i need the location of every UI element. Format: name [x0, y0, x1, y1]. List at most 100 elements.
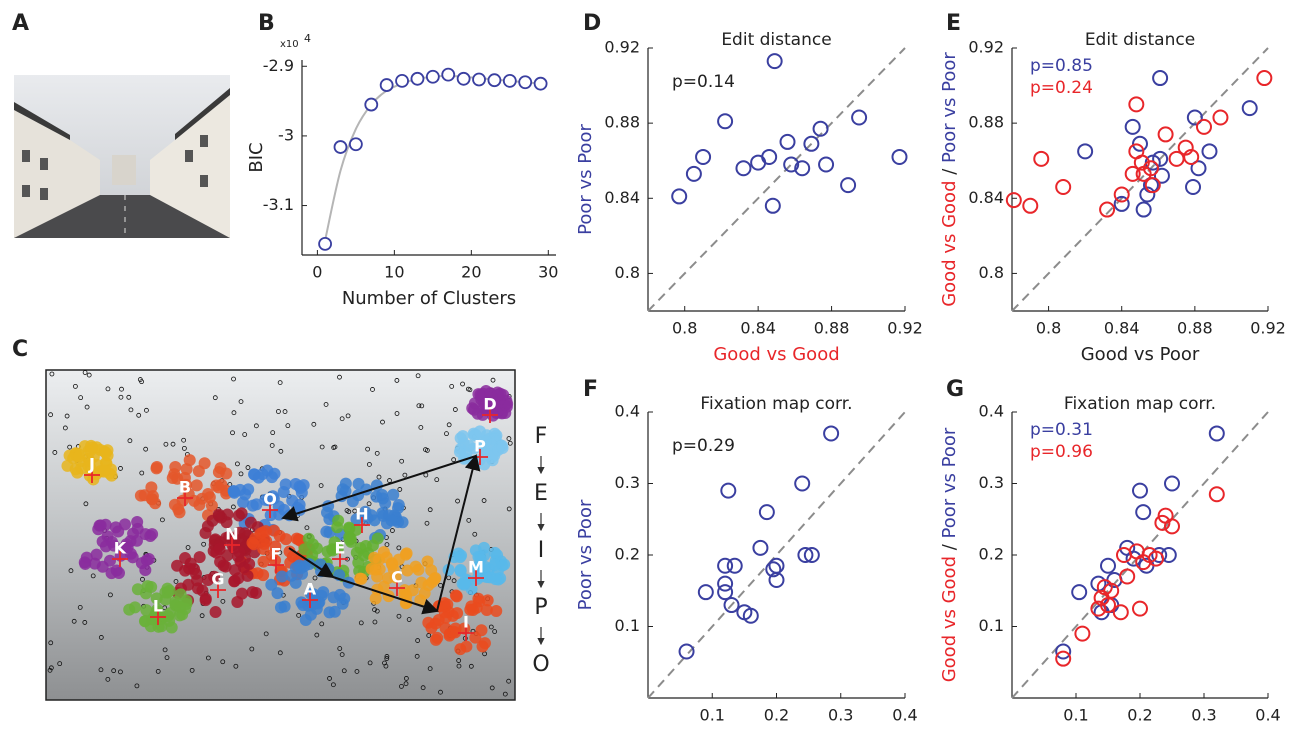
cluster-point: [497, 388, 510, 401]
chart-title: Edit distance: [1085, 30, 1195, 50]
data-point: [783, 156, 800, 173]
fixation-dot: [481, 498, 487, 503]
fixation-dot: [397, 487, 403, 492]
cluster-point: [339, 485, 352, 498]
fixation-dot: [323, 402, 329, 407]
data-point: [518, 75, 533, 90]
data-point: [1208, 486, 1225, 503]
data-point: [1144, 177, 1161, 194]
cluster-point: [232, 509, 245, 522]
fixation-dot: [48, 412, 54, 418]
cluster-point: [212, 508, 225, 521]
data-point: [410, 71, 425, 86]
data-point: [1100, 557, 1116, 574]
fixation-dot: [420, 685, 426, 691]
fixation-dot: [270, 430, 276, 436]
fixation-dot: [490, 377, 496, 383]
data-point: [1124, 165, 1141, 182]
cluster-point: [205, 499, 218, 512]
cluster-point: [472, 388, 485, 401]
data-point: [1148, 550, 1164, 567]
fixation-dot: [67, 444, 73, 450]
data-point: [1186, 109, 1203, 126]
cluster-center: [150, 609, 166, 625]
data-point: [717, 575, 734, 592]
panel-label: C: [12, 337, 28, 362]
y-tick-label: 0.4: [979, 402, 1004, 421]
cluster-point: [237, 561, 250, 574]
cluster-label: F: [271, 545, 282, 564]
fixation-dot: [139, 470, 145, 476]
fixation-dot: [82, 620, 88, 625]
data-point: [1074, 625, 1091, 642]
y-axis-label: Good vs Good / Poor vs Poor: [939, 52, 960, 307]
fixation-dot: [181, 445, 187, 451]
cluster-point: [183, 454, 196, 467]
cluster-point: [171, 472, 184, 485]
x-tick-label: 0.1: [700, 706, 725, 725]
fixation-dot: [358, 620, 364, 626]
data-point: [456, 71, 471, 86]
scanpath-arrow: [281, 455, 477, 522]
cluster-label: G: [211, 570, 224, 589]
scene: J B O N H K F E G C M A L I P D: [45, 369, 516, 701]
cluster-point: [219, 560, 232, 573]
photo: [14, 75, 230, 238]
cluster-point: [396, 516, 409, 529]
data-point: [333, 140, 348, 154]
y-tick-label: 0.8: [979, 263, 1004, 282]
fixation-dot: [163, 441, 169, 447]
cluster-point: [474, 553, 487, 566]
fixation-dot: [434, 477, 440, 483]
data-point: [671, 188, 688, 205]
fixation-dot: [449, 383, 455, 389]
sequence-label: O: [532, 652, 549, 677]
data-point: [1139, 186, 1156, 203]
chart-title: Fixation map corr.: [700, 394, 852, 414]
data-point: [812, 120, 829, 137]
data-point: [1055, 643, 1072, 660]
fixation-dot: [330, 682, 336, 688]
cluster-point: [69, 463, 82, 476]
fixation-dot: [506, 678, 512, 684]
y-tick-label: 0.1: [979, 616, 1004, 635]
cluster-point: [321, 506, 334, 519]
y-axis-label: Poor vs Poor: [575, 124, 596, 235]
data-point: [472, 72, 486, 87]
cluster-point: [238, 527, 251, 540]
cluster-point: [220, 467, 233, 480]
data-point: [1142, 160, 1159, 177]
cluster-point: [259, 525, 272, 538]
fixation-dot: [372, 619, 378, 625]
fixation-dot: [468, 663, 474, 669]
data-point: [364, 97, 379, 112]
x-tick-label: 0.2: [764, 706, 789, 725]
fixation-dot: [77, 605, 83, 610]
cluster-label: I: [463, 613, 469, 632]
fixation-dot: [418, 425, 424, 430]
fixation-dot: [220, 598, 226, 604]
y-tick-label: 0.3: [615, 473, 640, 492]
fixation-dot: [327, 676, 332, 681]
cluster-point: [165, 621, 178, 634]
p-value: p=0.24: [1030, 78, 1093, 98]
fixation-dot: [86, 372, 92, 378]
data-point: [803, 547, 820, 563]
fixation-dot: [164, 655, 170, 661]
data-point: [1132, 600, 1148, 617]
sequence-label: P: [534, 595, 547, 620]
data-point: [1135, 504, 1152, 521]
cluster-center: [302, 592, 318, 608]
data-point: [1125, 550, 1142, 567]
data-point: [1177, 139, 1194, 156]
panel-label: G: [946, 377, 964, 402]
fixation-dot: [170, 441, 176, 447]
cluster-point: [392, 553, 405, 566]
cluster-point: [110, 564, 123, 577]
fixation-dot: [49, 371, 55, 377]
data-point: [502, 73, 517, 88]
fixation-dot: [372, 607, 377, 613]
x-label-part: Good vs Good: [713, 344, 839, 365]
x-tick-label: 0.3: [828, 706, 853, 725]
